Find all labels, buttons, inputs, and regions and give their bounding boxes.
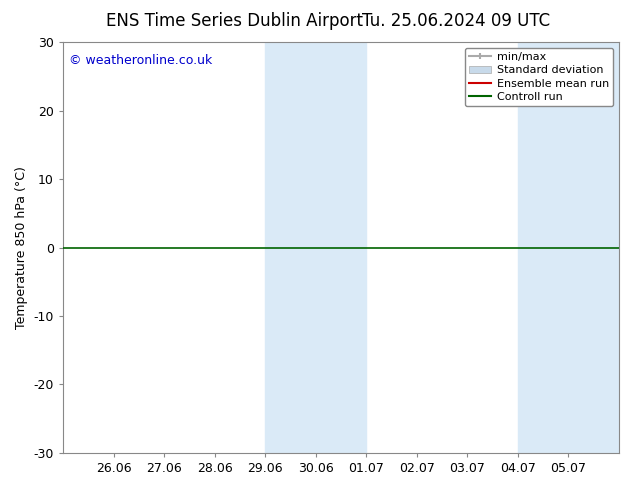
Bar <box>518 42 619 453</box>
Y-axis label: Temperature 850 hPa (°C): Temperature 850 hPa (°C) <box>15 166 28 329</box>
Text: ENS Time Series Dublin Airport: ENS Time Series Dublin Airport <box>106 12 363 30</box>
Legend: min/max, Standard deviation, Ensemble mean run, Controll run: min/max, Standard deviation, Ensemble me… <box>465 48 614 106</box>
Bar <box>265 42 366 453</box>
Text: Tu. 25.06.2024 09 UTC: Tu. 25.06.2024 09 UTC <box>363 12 550 30</box>
Text: © weatheronline.co.uk: © weatheronline.co.uk <box>68 54 212 68</box>
